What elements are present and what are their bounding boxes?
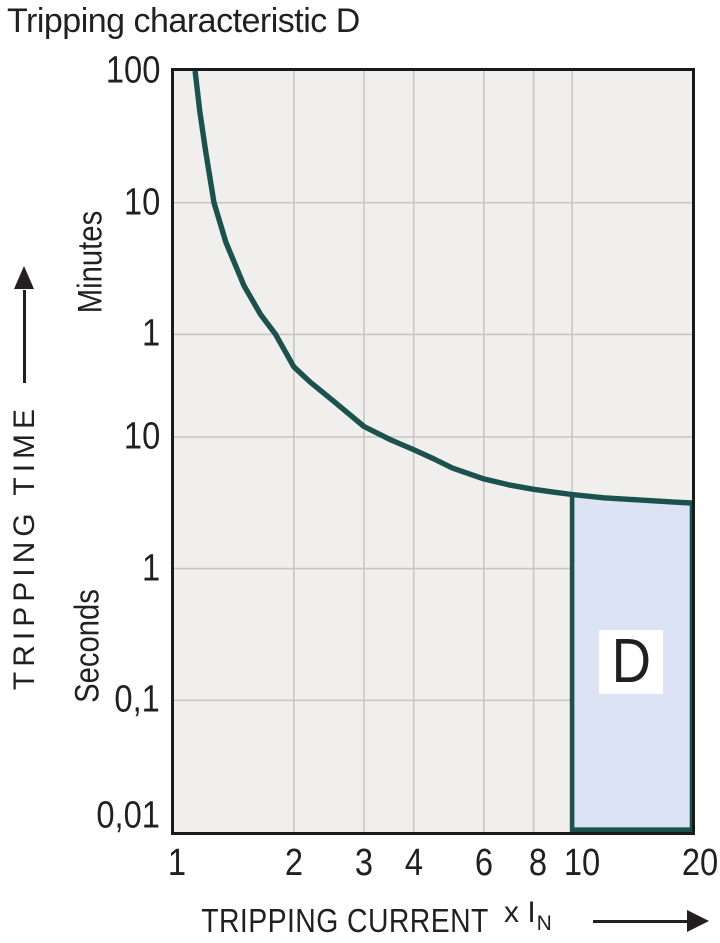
y-unit-seconds-label: Seconds (68, 589, 107, 703)
x-tick-label: 2 (284, 842, 303, 884)
y-unit-minutes-label: Minutes (71, 210, 110, 314)
up-arrow-icon (23, 290, 26, 383)
y-tick-label: 1 (141, 312, 160, 355)
x-tick-label: 10 (563, 842, 601, 884)
x-tick-label: 6 (474, 842, 493, 884)
up-arrow-head-icon (14, 266, 34, 289)
x-unit-subscript: N (536, 912, 552, 935)
y-tick-label: 0,01 (96, 794, 160, 837)
y-tick-label: 1 (141, 547, 160, 590)
x-axis-unit-label: x IN (504, 896, 552, 935)
x-tick-label: 1 (167, 842, 187, 884)
y-tick-label: 10 (123, 181, 160, 224)
y-tick-label: 100 (105, 49, 160, 92)
plot-area (171, 68, 695, 835)
region-label-box: D (599, 630, 663, 694)
x-tick-label: 20 (681, 842, 719, 884)
x-tick-label: 4 (404, 842, 423, 884)
chart-title: Tripping characteristic D (7, 2, 360, 40)
right-arrow-head-icon (687, 910, 709, 932)
y-axis-title: TRIPPING TIME (8, 403, 41, 691)
right-arrow-icon (593, 920, 689, 923)
x-tick-label: 3 (354, 842, 374, 884)
tripping-curve (192, 71, 692, 506)
x-axis-title: TRIPPING CURRENT (201, 902, 489, 939)
chart-canvas (174, 71, 692, 832)
y-tick-label: 0,1 (114, 678, 160, 721)
region-label: D (611, 627, 651, 696)
x-unit-prefix: x I (504, 896, 536, 929)
x-tick-label: 8 (528, 842, 547, 884)
y-tick-label: 10 (123, 415, 160, 458)
